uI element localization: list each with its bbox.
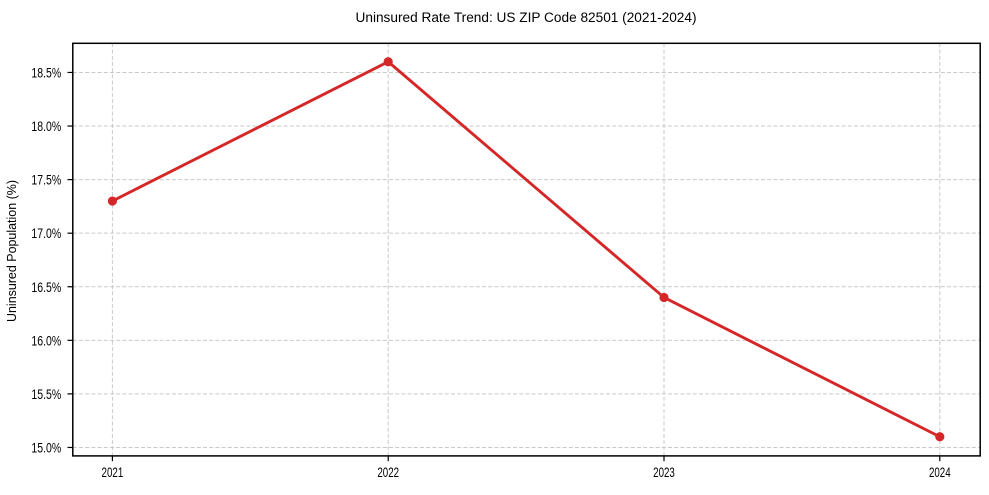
svg-text:2023: 2023 — [653, 464, 675, 480]
svg-text:17.0%: 17.0% — [31, 225, 61, 241]
svg-text:18.5%: 18.5% — [31, 64, 61, 80]
svg-text:2022: 2022 — [377, 464, 399, 480]
svg-text:Uninsured Rate Trend: US ZIP C: Uninsured Rate Trend: US ZIP Code 82501 … — [356, 10, 697, 26]
svg-text:2021: 2021 — [102, 464, 124, 480]
svg-text:16.0%: 16.0% — [31, 332, 61, 348]
svg-text:17.5%: 17.5% — [31, 172, 61, 188]
svg-text:Uninsured Population (%): Uninsured Population (%) — [5, 180, 19, 322]
svg-text:18.0%: 18.0% — [31, 118, 61, 134]
svg-text:2024: 2024 — [929, 464, 951, 480]
svg-text:15.0%: 15.0% — [31, 439, 61, 455]
svg-text:16.5%: 16.5% — [31, 279, 61, 295]
svg-text:15.5%: 15.5% — [31, 386, 61, 402]
